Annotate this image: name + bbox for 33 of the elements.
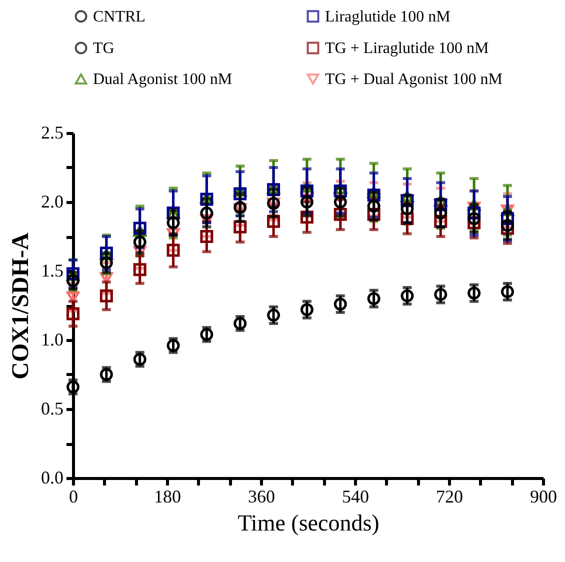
point (166, 244, 180, 257)
legend-label: TG + Liraglutide 100 nM (325, 40, 489, 57)
point (166, 216, 180, 230)
point (334, 298, 347, 311)
y-axis-title: COX1/SDH-A (8, 232, 34, 380)
y-tick-label: 1.0 (41, 330, 64, 350)
point (66, 380, 80, 394)
y-tick-label: 1.5 (41, 260, 64, 280)
point (200, 206, 214, 220)
legend-label: Dual Agonist 100 nM (93, 71, 232, 88)
x-tick-label: 540 (342, 486, 369, 506)
point (434, 288, 448, 301)
legend-label: CNTRL (93, 8, 146, 26)
x-tick-label: 180 (154, 486, 181, 506)
legend-label: TG (93, 40, 115, 57)
legend-label: TG + Dual Agonist 100 nM (325, 71, 502, 88)
point (166, 339, 180, 352)
y-tick-label: 2.0 (41, 192, 64, 212)
point (300, 303, 314, 316)
point (267, 308, 280, 322)
x-tick-label: 720 (436, 486, 463, 506)
x-axis-title: Time (seconds) (238, 510, 380, 536)
point (367, 292, 380, 306)
x-tick-label: 0 (69, 486, 78, 506)
x-tick-label: 360 (248, 486, 275, 506)
y-tick-label: 0.0 (41, 468, 64, 488)
y-tick-label: 2.5 (41, 122, 64, 142)
point (400, 289, 414, 302)
x-tick-label: 900 (530, 486, 557, 506)
point (500, 285, 514, 298)
y-tick-label: 0.5 (41, 398, 64, 418)
point (468, 286, 481, 300)
legend-label: Liraglutide 100 nM (325, 8, 450, 26)
